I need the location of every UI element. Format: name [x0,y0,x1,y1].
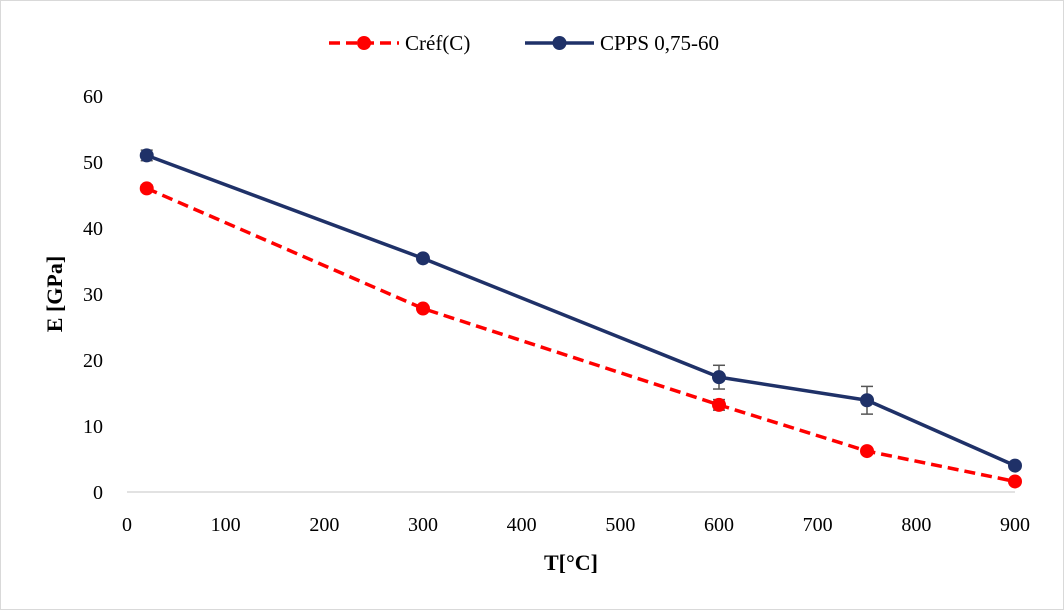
data-point-cpps [1008,458,1022,473]
y-tick-label: 40 [83,218,103,240]
x-axis-title: T[°C] [544,550,598,575]
series-line-cpps [146,153,1016,468]
y-tick-label: 0 [93,482,103,504]
y-tick-label: 30 [83,284,103,306]
legend: Créf(C) CPPS 0,75-60 [329,31,719,55]
y-axis-ticks: 0 10 20 30 40 50 60 [83,86,103,504]
x-tick-label: 400 [507,514,537,536]
data-point-cpps [712,370,726,385]
y-axis-title: E [GPa] [42,256,67,332]
x-tick-label: 300 [408,514,438,536]
data-point-cpps [860,393,874,408]
x-tick-label: 200 [309,514,339,536]
x-tick-label: 900 [1000,514,1030,536]
y-tick-label: 20 [83,350,103,372]
data-point-cpps [139,148,154,163]
data-point-cref [860,444,874,459]
legend-label-cpps: CPPS 0,75-60 [600,31,719,55]
data-point-cref [139,181,154,196]
legend-label-cref: Créf(C) [405,31,470,55]
series-line-cref [146,186,1016,484]
x-axis-ticks: 0 100 200 300 400 500 600 700 800 900 [122,514,1030,536]
x-tick-label: 0 [122,514,132,536]
x-tick-label: 800 [901,514,931,536]
data-point-cref [1008,474,1022,489]
y-tick-label: 10 [83,416,103,438]
x-tick-label: 700 [803,514,833,536]
data-point-cpps [416,251,430,266]
plot-series [139,148,1022,489]
series-cref [139,181,1022,489]
y-tick-label: 50 [83,152,103,174]
x-tick-label: 100 [211,514,241,536]
y-tick-label: 60 [83,86,103,108]
legend-marker-cref [357,36,371,50]
series-cpps [139,148,1022,473]
legend-marker-cpps [552,36,567,50]
x-tick-label: 500 [605,514,635,536]
x-tick-label: 600 [704,514,734,536]
data-point-cref [712,397,726,412]
data-point-cref [416,301,430,316]
